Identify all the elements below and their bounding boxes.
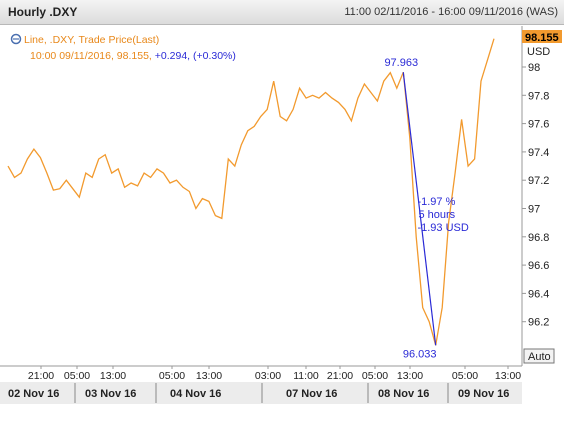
x-tick-label: 05:00 [362, 370, 388, 382]
x-day-label: 03 Nov 16 [85, 388, 136, 400]
x-day-label: 02 Nov 16 [8, 388, 59, 400]
x-day-label: 04 Nov 16 [170, 388, 221, 400]
x-day-labels: 02 Nov 16 03 Nov 16 04 Nov 16 07 Nov 16 08 N… [8, 383, 509, 403]
y-tick-label: 96.2 [528, 317, 549, 329]
y-tick-labels: 96.2 96.4 96.6 96.8 97 97.2 97.4 97.6 97.8 98 [522, 62, 549, 329]
currency-label: USD [527, 46, 550, 58]
dxy-price-line [7, 38, 495, 346]
annotation-change-pct: -1.97 % [417, 196, 455, 208]
y-tick-label: 97.8 [528, 90, 549, 102]
last-price-marker [522, 30, 562, 43]
x-tick-label: 05:00 [159, 370, 185, 382]
x-tick-label: 21:00 [327, 370, 353, 382]
y-tick-label: 96.4 [528, 288, 549, 300]
x-tick-label: 21:00 [28, 370, 54, 382]
chart-header: Hourly .DXY 11:00 02/11/2016 - 16:00 09/… [0, 0, 564, 25]
y-tick-label: 98 [528, 62, 540, 74]
x-day-label: 07 Nov 16 [286, 388, 337, 400]
x-tick-label: 05:00 [452, 370, 478, 382]
x-tick-label: 13:00 [196, 370, 222, 382]
legend-last-value: 10:00 09/11/2016, 98.155, +0.294, (+0.30… [30, 50, 236, 62]
legend-last-value-prefix: 10:00 09/11/2016, 98.155, [30, 50, 155, 62]
y-tick-label: 96.8 [528, 232, 549, 244]
x-tick-label: 13:00 [495, 370, 521, 382]
y-tick-label: 97.6 [528, 119, 549, 131]
last-price-label: 98.155 [525, 32, 559, 44]
legend-change: +0.294, (+0.30%) [155, 50, 236, 62]
legend-series-label: Line, .DXY, Trade Price(Last) [24, 34, 159, 46]
x-tick-label: 13:00 [100, 370, 126, 382]
day-band [0, 382, 522, 404]
x-tick-label: 11:00 [293, 370, 319, 382]
y-tick-label: 96.6 [528, 260, 549, 272]
annotation-low: 96.033 [403, 348, 437, 360]
drop-measure-line [402, 72, 437, 346]
date-range: 11:00 02/11/2016 - 16:00 09/11/2016 (WAS… [344, 6, 558, 18]
y-tick-label: 97 [528, 204, 540, 216]
annotation-change-abs: -1.93 USD [417, 222, 468, 234]
x-day-label: 08 Nov 16 [378, 388, 429, 400]
x-tick-label: 03:00 [255, 370, 281, 382]
auto-scale-button[interactable] [523, 348, 555, 364]
x-tick-label: 05:00 [64, 370, 90, 382]
legend: Line, .DXY, Trade Price(Last) 10:00 09/1… [10, 33, 236, 62]
y-tick-label: 97.2 [528, 175, 549, 187]
x-tick-labels: 21:00 05:00 13:00 05:00 13:00 03:00 11:00 21:00… [28, 366, 521, 382]
annotation-high: 97.963 [384, 57, 418, 69]
chart-title: Hourly .DXY [8, 5, 78, 19]
auto-scale-button-label: Auto [528, 351, 551, 363]
y-tick-label: 97.4 [528, 147, 549, 159]
x-tick-label: 13:00 [397, 370, 423, 382]
x-day-label: 09 Nov 16 [458, 388, 509, 400]
annotation-duration: 5 hours [418, 209, 455, 221]
